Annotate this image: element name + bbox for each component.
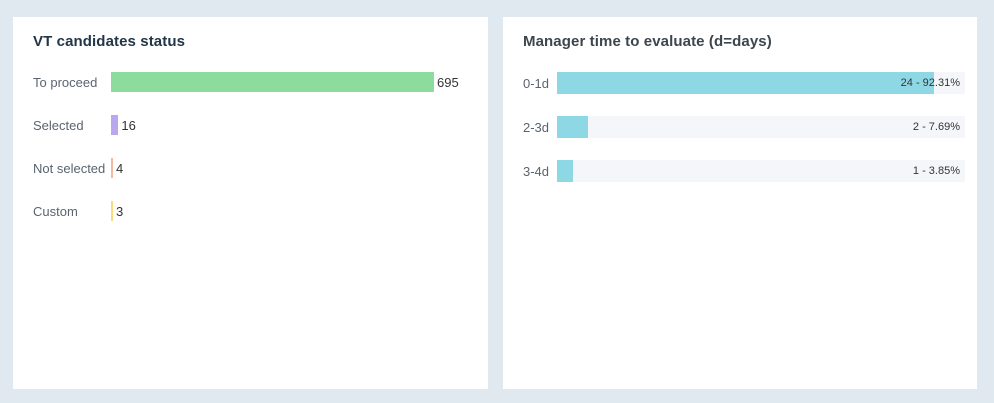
bar-area-to-proceed: 695 <box>111 72 468 92</box>
value-label-3-4d: 1 - 3.85% <box>912 165 960 177</box>
manager-time-chart: 0-1d 24 - 92.31% 2-3d 2 - 7.69% 3-4d 1 - 3.85… <box>523 72 965 182</box>
value-label-custom: 3 <box>116 203 124 219</box>
value-label-0-1d: 24 - 92.31% <box>900 77 960 89</box>
bar-area-selected: 16 <box>111 115 468 135</box>
bar-not-selected[interactable] <box>111 158 113 178</box>
manager-time-card: Manager time to evaluate (d=days) 0-1d 24… <box>503 17 977 389</box>
chart-row-3-4d: 3-4d 1 - 3.85% <box>523 160 965 182</box>
value-label-2-3d: 2 - 7.69% <box>912 121 960 133</box>
chart-row-2-3d: 2-3d 2 - 7.69% <box>523 116 965 138</box>
vt-candidates-status-chart: To proceed 695 Selected 16 Not selected 4 Cust… <box>33 72 468 221</box>
chart-row-not-selected: Not selected 4 <box>33 158 468 178</box>
manager-time-title: Manager time to evaluate (d=days) <box>523 33 772 50</box>
bar-area-not-selected: 4 <box>111 158 468 178</box>
bar-3-4d[interactable] <box>557 160 573 182</box>
category-label-not-selected: Not selected <box>33 160 106 176</box>
chart-row-to-proceed: To proceed 695 <box>33 72 468 92</box>
chart-row-0-1d: 0-1d 24 - 92.31% <box>523 72 965 94</box>
bar-selected[interactable] <box>111 115 119 135</box>
category-label-custom: Custom <box>33 203 78 219</box>
chart-row-custom: Custom 3 <box>33 201 468 221</box>
bar-area-custom: 3 <box>111 201 468 221</box>
bar-0-1d[interactable] <box>557 72 934 94</box>
category-label-3-4d: 3-4d <box>523 163 550 179</box>
chart-row-selected: Selected 16 <box>33 115 468 135</box>
category-label-to-proceed: To proceed <box>33 74 98 90</box>
value-label-not-selected: 4 <box>116 160 124 176</box>
bar-track-2-3d: 2 - 7.69% <box>557 116 965 138</box>
bar-to-proceed[interactable] <box>111 72 434 92</box>
category-label-0-1d: 0-1d <box>523 75 550 91</box>
category-label-2-3d: 2-3d <box>523 119 550 135</box>
bar-2-3d[interactable] <box>557 116 589 138</box>
vt-candidates-status-title: VT candidates status <box>33 33 186 50</box>
bar-track-3-4d: 1 - 3.85% <box>557 160 965 182</box>
value-label-to-proceed: 695 <box>437 74 459 90</box>
vt-candidates-status-card: VT candidates status To proceed 695 Select… <box>13 17 488 389</box>
bar-custom[interactable] <box>111 201 113 221</box>
bar-track-0-1d: 24 - 92.31% <box>557 72 965 94</box>
category-label-selected: Selected <box>33 117 84 133</box>
value-label-selected: 16 <box>121 117 136 133</box>
